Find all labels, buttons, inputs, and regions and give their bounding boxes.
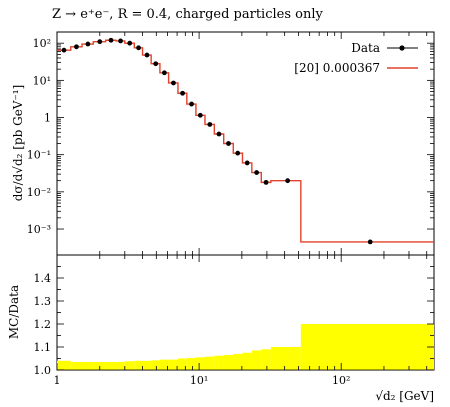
data-point (216, 131, 222, 137)
data-point (127, 40, 133, 46)
data-point (197, 112, 203, 118)
data-point (285, 178, 291, 184)
data-point (61, 47, 67, 53)
mc-step-line (57, 39, 434, 243)
ratio-band-bin (57, 360, 71, 370)
x-tick-label: 1 (54, 374, 61, 387)
data-point (254, 170, 260, 175)
x-tick-label: 10² (332, 374, 350, 387)
x-tick-label: 10¹ (190, 374, 208, 387)
data-point (189, 101, 194, 107)
y-axis-label-main: dσ/d√d₂ [pb GeV⁻¹] (11, 85, 25, 202)
ratio-band-bin (223, 355, 234, 370)
ratio-band-bin (105, 361, 116, 370)
axes-layer: 1 10¹ 10² 10⁻³ 10⁻² 10⁻¹ 1 10¹ 10² 1.0 1.1 1.2 1.3 1.… (27, 31, 434, 387)
y-tick-label-ratio: 1.4 (34, 272, 52, 285)
ratio-plot-layer (57, 324, 434, 371)
y-tick-label-main: 10⁻¹ (27, 149, 51, 162)
chart-title: Z → e⁺e⁻, R = 0.4, charged particles onl… (52, 7, 323, 22)
data-point (180, 90, 185, 96)
data-point (118, 38, 123, 44)
data-point (136, 45, 141, 51)
y-tick-label-ratio: 1.1 (34, 341, 52, 354)
y-tick-label-main: 10² (33, 37, 51, 50)
ratio-band-bin (142, 360, 152, 370)
data-point (263, 179, 269, 185)
y-tick-label-main: 1 (44, 112, 51, 125)
y-tick-label-ratio: 1.3 (34, 295, 52, 308)
ratio-band-bin (242, 352, 252, 370)
data-point (162, 70, 167, 76)
y-tick-label-ratio: 1.0 (34, 364, 52, 377)
data-point (235, 150, 241, 156)
ratio-band-bin (115, 361, 125, 370)
legend-label-data: Data (351, 41, 380, 55)
ratio-band-bin (233, 353, 243, 370)
data-point (367, 239, 373, 245)
ratio-band-bin (270, 347, 301, 370)
ratio-band-bin (300, 324, 434, 370)
y-tick-label-main: 10⁻² (27, 186, 51, 199)
data-point (144, 52, 150, 58)
main-plot-layer (57, 37, 434, 245)
legend: Data [20] 0.000367 (294, 41, 418, 75)
y-tick-label-main: 10⁻³ (27, 223, 51, 236)
y-tick-label-main: 10¹ (33, 74, 51, 87)
ratio-band-bin (70, 361, 83, 370)
ratio-band-bin (177, 358, 187, 370)
data-point (226, 141, 231, 146)
data-point (153, 61, 159, 67)
ratio-band-bin (204, 356, 215, 370)
ratio-band-bin (151, 360, 160, 370)
ratio-band-bin (168, 359, 178, 370)
svg-text:MC/Data: MC/Data (7, 285, 21, 339)
ratio-band-bin (186, 358, 196, 370)
data-point (207, 122, 213, 127)
data-point (108, 37, 114, 43)
ratio-band-bin (82, 361, 94, 370)
ratio-band-bin (214, 355, 224, 370)
svg-text:dσ/d√d₂ [pb GeV⁻¹]: dσ/d√d₂ [pb GeV⁻¹] (11, 85, 25, 202)
ratio-band-bin (195, 357, 205, 370)
ratio-band-bin (159, 359, 169, 370)
ratio-band-bin (251, 350, 262, 370)
data-point (171, 80, 176, 86)
ratio-band-bin (124, 361, 135, 370)
data-point (74, 44, 79, 50)
y-axis-label-ratio: MC/Data (7, 285, 21, 339)
data-point (97, 39, 103, 45)
legend-label-mc: [20] 0.000367 (294, 61, 380, 75)
data-point (244, 160, 250, 166)
x-axis-label: √d₂ [GeV] (375, 389, 434, 403)
ratio-band-bin (261, 349, 271, 370)
legend-marker-data (399, 45, 405, 51)
data-point (85, 41, 91, 47)
ratio-band-bin (134, 360, 143, 370)
ratio-band-bin (93, 361, 106, 370)
y-tick-label-ratio: 1.2 (34, 318, 52, 331)
